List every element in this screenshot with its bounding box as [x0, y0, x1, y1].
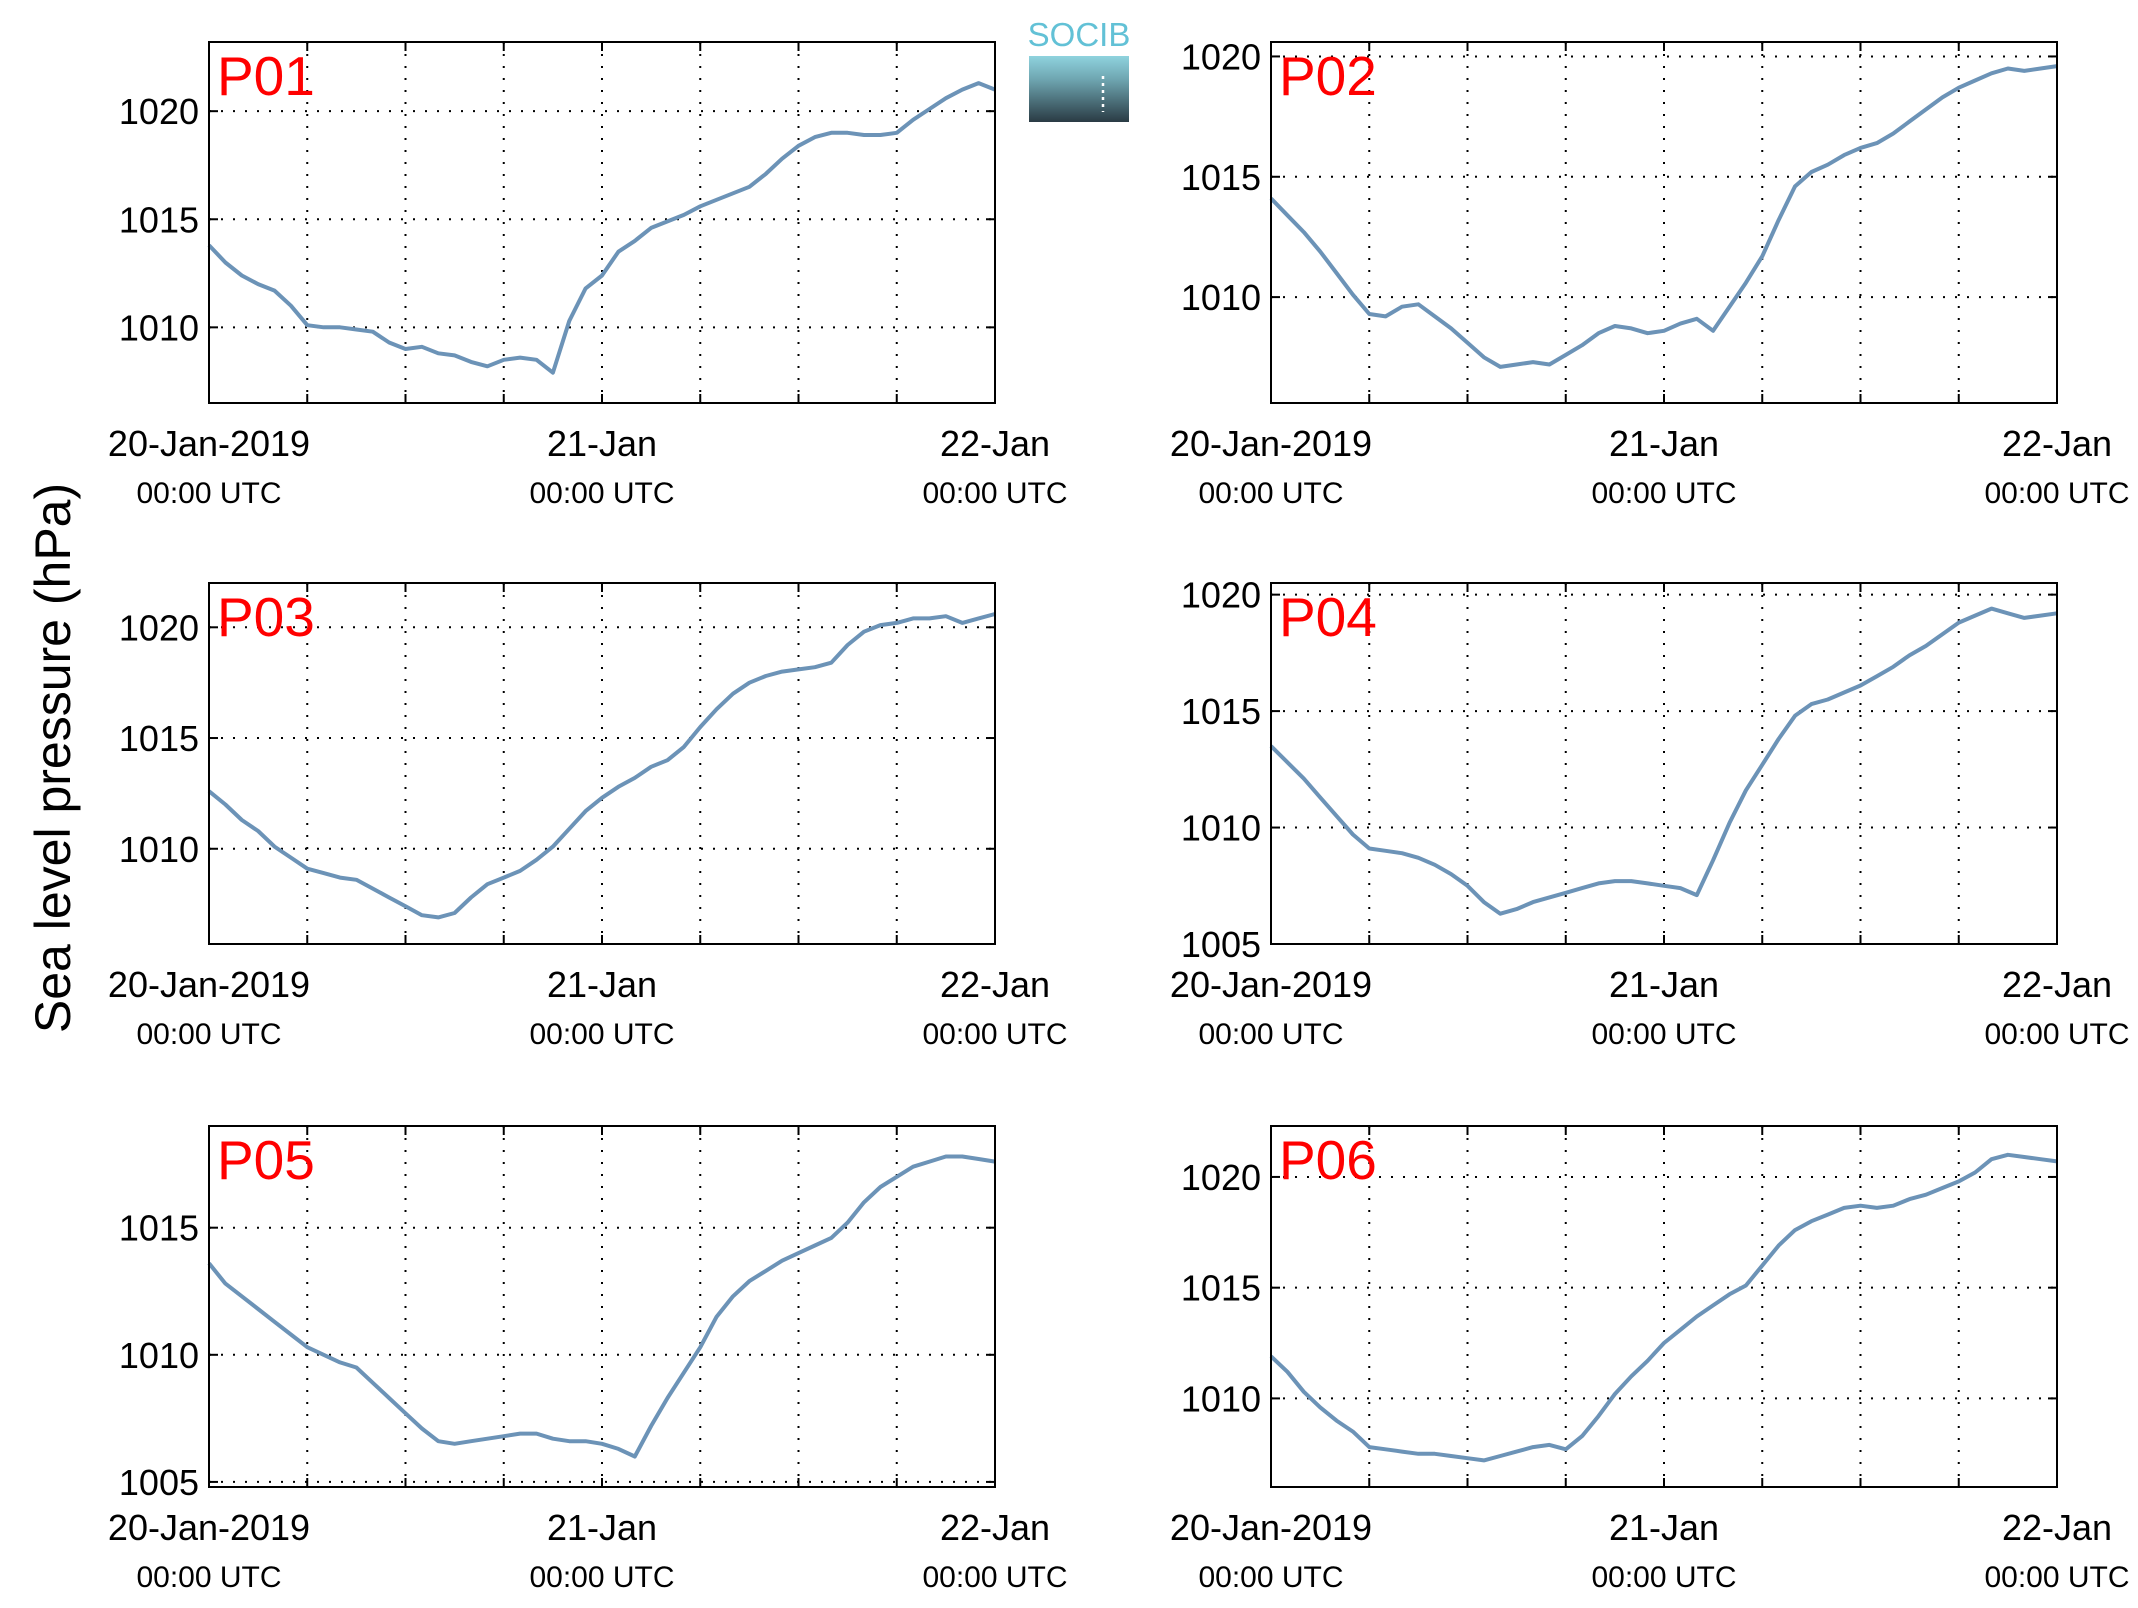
x-tick-date-label: 22-Jan	[2002, 423, 2112, 464]
x-tick-time-label: 00:00 UTC	[922, 1018, 1067, 1051]
x-tick-date-label: 22-Jan	[940, 964, 1050, 1005]
x-tick-date-label: 21-Jan	[1609, 964, 1719, 1005]
y-tick-label: 1020	[119, 607, 199, 648]
panel-p05: 1005 1010 1015 20-Jan-2019 00:00 UTC 21-Jan 00…	[108, 1125, 1068, 1594]
panel-p02: 1010 1015 1020 20-Jan-2019 00:00 UTC 21-Jan 00…	[1170, 36, 2130, 510]
x-tick-date-label: 21-Jan	[547, 964, 657, 1005]
y-tick-label: 1010	[119, 307, 199, 348]
x-tick-time-label: 00:00 UTC	[922, 477, 1067, 510]
x-tick-date-label: 21-Jan	[1609, 423, 1719, 464]
x-tick-time-label: 00:00 UTC	[529, 477, 674, 510]
series-line	[1269, 606, 2058, 916]
y-tick-label: 1015	[1181, 691, 1261, 732]
x-tick-date-label: 21-Jan	[547, 1507, 657, 1548]
x-tick-time-label: 00:00 UTC	[922, 1561, 1067, 1594]
y-tick-label: 1015	[1181, 1268, 1261, 1309]
x-tick-time-label: 00:00 UTC	[529, 1561, 674, 1594]
x-tick-date-label: 20-Jan-2019	[1170, 964, 1372, 1005]
x-tick-date-label: 22-Jan	[940, 1507, 1050, 1548]
series-line	[1269, 1152, 2058, 1463]
x-tick-time-label: 00:00 UTC	[136, 1561, 281, 1594]
socib-logo-block	[1029, 56, 1129, 122]
x-tick-time-label: 00:00 UTC	[1984, 1561, 2129, 1594]
x-tick-date-label: 21-Jan	[1609, 1507, 1719, 1548]
socib-logo: SOCIB	[1028, 16, 1131, 122]
x-tick-time-label: 00:00 UTC	[1198, 1018, 1343, 1051]
x-tick-date-label: 20-Jan-2019	[1170, 1507, 1372, 1548]
y-tick-label: 1020	[1181, 575, 1261, 616]
x-tick-date-label: 20-Jan-2019	[108, 964, 310, 1005]
panel-title: P01	[217, 45, 315, 107]
y-tick-label: 1010	[119, 1335, 199, 1376]
x-tick-time-label: 00:00 UTC	[1984, 1018, 2129, 1051]
x-tick-time-label: 00:00 UTC	[136, 477, 281, 510]
y-tick-label: 1010	[119, 829, 199, 870]
panel-p06: 1010 1015 1020 20-Jan-2019 00:00 UTC 21-Jan 00…	[1170, 1125, 2130, 1594]
y-tick-label: 1020	[1181, 36, 1261, 77]
y-tick-label: 1005	[119, 1462, 199, 1503]
x-tick-time-label: 00:00 UTC	[1591, 477, 1736, 510]
y-axis-label: Sea level pressure (hPa)	[25, 483, 81, 1033]
series-line	[1269, 64, 2058, 369]
panel-title: P06	[1279, 1129, 1377, 1191]
panel-title: P03	[217, 586, 315, 648]
series-line	[207, 612, 996, 920]
y-tick-label: 1015	[119, 199, 199, 240]
x-tick-date-label: 22-Jan	[2002, 964, 2112, 1005]
x-tick-time-label: 00:00 UTC	[1591, 1018, 1736, 1051]
series-line	[207, 81, 996, 375]
panel-p04: 1005 1010 1015 1020 20-Jan-2019 00:00 UTC 21-J…	[1170, 575, 2130, 1051]
x-tick-time-label: 00:00 UTC	[1198, 1561, 1343, 1594]
y-tick-label: 1015	[119, 1208, 199, 1249]
y-tick-label: 1010	[1181, 1378, 1261, 1419]
socib-logo-text: SOCIB	[1028, 16, 1131, 53]
x-tick-time-label: 00:00 UTC	[1984, 477, 2129, 510]
panel-title: P05	[217, 1129, 315, 1191]
y-tick-label: 1015	[119, 718, 199, 759]
x-tick-date-label: 20-Jan-2019	[108, 423, 310, 464]
x-tick-time-label: 00:00 UTC	[136, 1018, 281, 1051]
x-tick-date-label: 22-Jan	[940, 423, 1050, 464]
y-tick-label: 1020	[119, 91, 199, 132]
y-tick-label: 1020	[1181, 1157, 1261, 1198]
x-tick-date-label: 22-Jan	[2002, 1507, 2112, 1548]
series-line	[207, 1154, 996, 1459]
panel-title: P04	[1279, 586, 1377, 648]
x-tick-date-label: 21-Jan	[547, 423, 657, 464]
x-tick-time-label: 00:00 UTC	[1198, 477, 1343, 510]
y-tick-label: 1005	[1181, 924, 1261, 965]
x-tick-time-label: 00:00 UTC	[529, 1018, 674, 1051]
y-tick-label: 1010	[1181, 277, 1261, 318]
x-tick-date-label: 20-Jan-2019	[1170, 423, 1372, 464]
x-tick-date-label: 20-Jan-2019	[108, 1507, 310, 1548]
panel-p03: 1010 1015 1020 20-Jan-2019 00:00 UTC 21-Jan 00…	[108, 582, 1068, 1051]
panel-title: P02	[1279, 45, 1377, 107]
y-tick-label: 1010	[1181, 808, 1261, 849]
panel-p01: 1010 1015 1020 20-Jan-2019 00:00 UTC 21-Jan 00…	[108, 41, 1068, 510]
y-tick-label: 1015	[1181, 157, 1261, 198]
x-tick-time-label: 00:00 UTC	[1591, 1561, 1736, 1594]
